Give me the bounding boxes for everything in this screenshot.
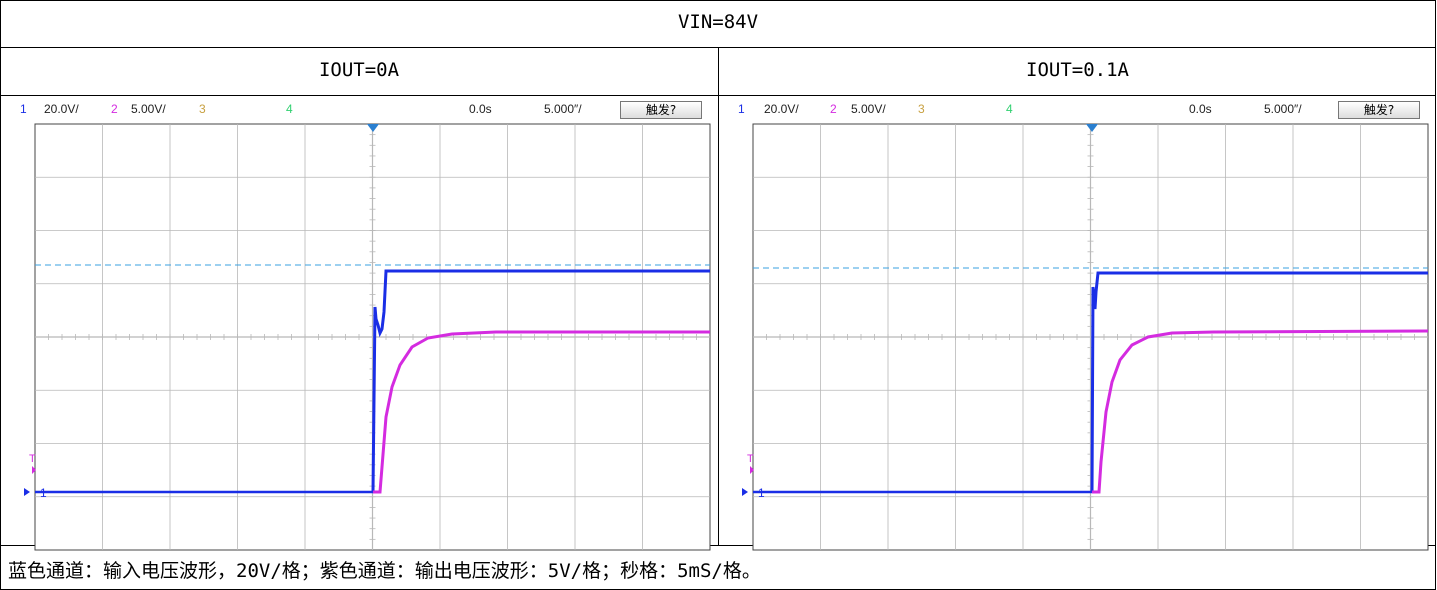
ch2-trace: [373, 330, 710, 494]
ch1-trace-high: [371, 269, 710, 493]
scope-status-bar: 1 20.0V/ 2 5.00V/ 3 4 0.0s 5.000″/ 触发?: [16, 97, 714, 123]
ch4-label: 4: [1006, 102, 1013, 116]
trigger-position-marker: [1086, 124, 1098, 132]
column-label-right: IOUT=0.1A: [1026, 59, 1129, 81]
ch1-ground-marker: [742, 488, 748, 496]
scope-plot: T 1: [24, 123, 711, 551]
ch2-scale: 5.00V/: [851, 102, 886, 116]
scope-plot: T 1: [742, 123, 1429, 551]
trigger-position-marker: [367, 124, 379, 132]
ch2-trace: [1092, 329, 1429, 494]
ch3-label: 3: [199, 102, 206, 116]
delay-readout: 0.0s: [469, 102, 492, 116]
ch1-marker-label: 1: [758, 486, 765, 500]
ch1-ground-marker: [24, 488, 30, 496]
scope-status-bar: 1 20.0V/ 2 5.00V/ 3 4 0.0s 5.000″/ 触发?: [734, 97, 1432, 123]
ch1-label: 1: [738, 102, 745, 116]
grid: [753, 124, 1428, 550]
ch1-marker-label: 1: [40, 486, 47, 500]
ch1-label: 1: [20, 102, 27, 116]
ch1-trace-high: [1090, 271, 1428, 493]
ch1-scale: 20.0V/: [44, 102, 79, 116]
trigger-level-marker: T: [747, 453, 754, 465]
caption: 蓝色通道：输入电压波形，20V/格；紫色通道：输出电压波形：5V/格；秒格：5m…: [8, 560, 761, 582]
ch2-label: 2: [830, 102, 837, 116]
column-label-left: IOUT=0A: [318, 59, 400, 81]
delay-readout: 0.0s: [1189, 102, 1212, 116]
oscilloscope-right: 1 20.0V/ 2 5.00V/ 3 4 0.0s 5.000″/ 触发? T…: [734, 97, 1432, 553]
oscilloscope-left: 1 20.0V/ 2 5.00V/ 3 4 0.0s 5.000″/ 触发? T…: [16, 97, 714, 553]
ch3-label: 3: [918, 102, 925, 116]
timebase-readout: 5.000″/: [1264, 102, 1302, 116]
ch1-scale: 20.0V/: [764, 102, 799, 116]
ch2-ground-marker: [32, 466, 36, 474]
timebase-readout: 5.000″/: [544, 102, 582, 116]
trigger-button[interactable]: 触发?: [620, 101, 702, 119]
trigger-level-marker: T: [29, 453, 36, 465]
ch2-ground-marker: [750, 466, 754, 474]
ch2-scale: 5.00V/: [131, 102, 166, 116]
ch4-label: 4: [286, 102, 293, 116]
trigger-button[interactable]: 触发?: [1338, 101, 1420, 119]
ch2-label: 2: [111, 102, 118, 116]
page-title: VIN=84V: [677, 11, 759, 33]
